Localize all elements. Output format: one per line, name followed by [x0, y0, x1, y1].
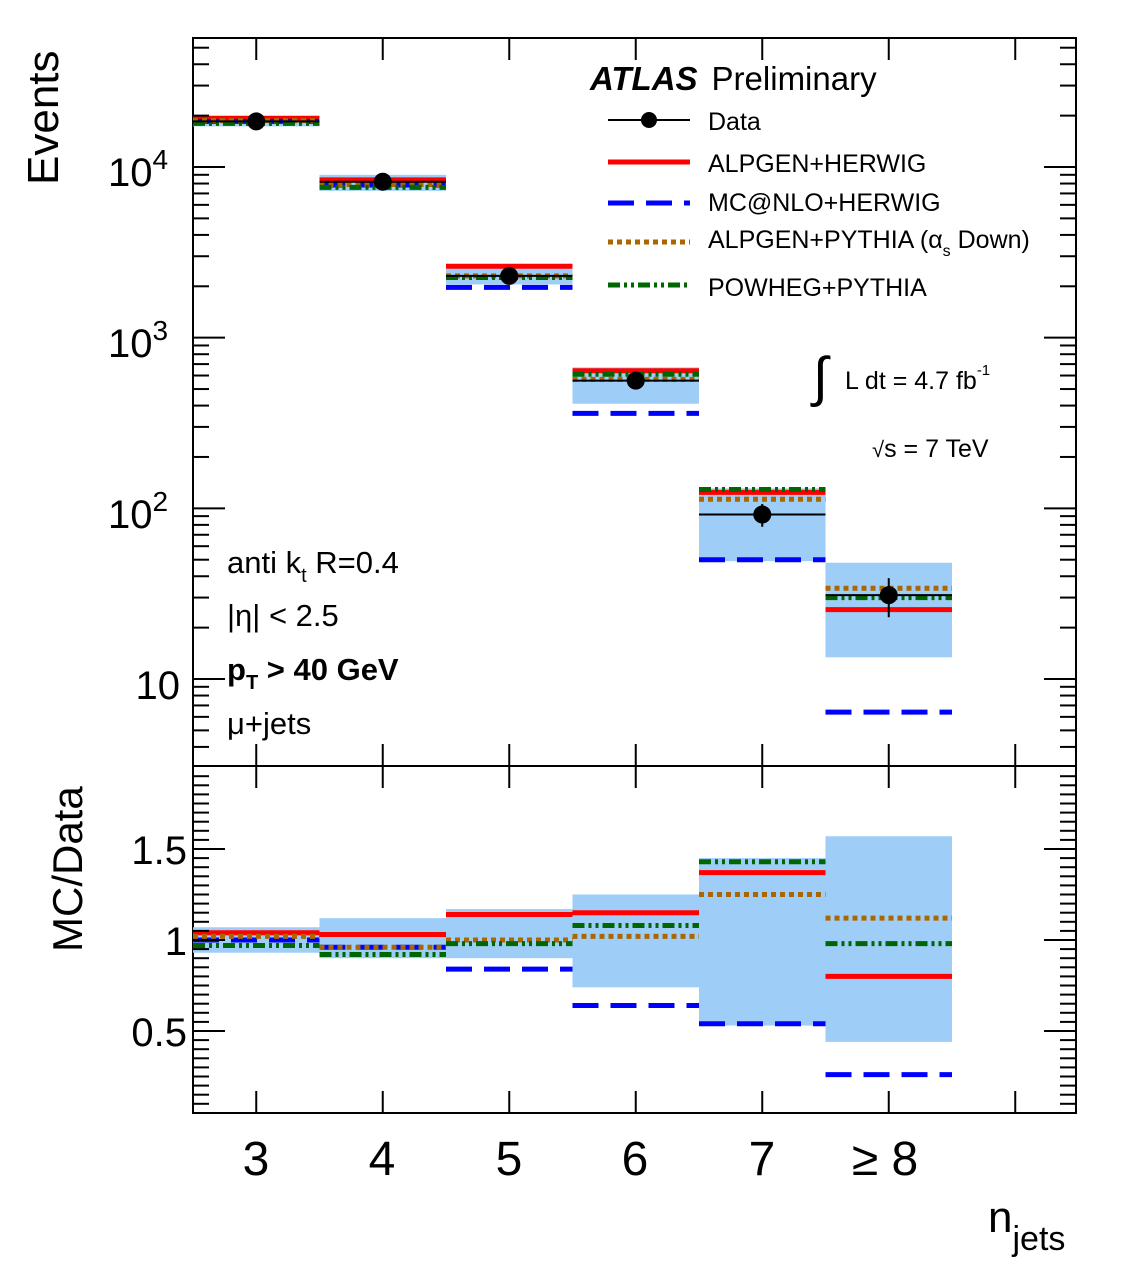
- atlas-label: ATLAS Preliminary: [589, 60, 877, 97]
- bottom-y-tick-labels: 0.5 1 1.5: [131, 829, 187, 1055]
- channel-label: μ+jets: [227, 706, 311, 741]
- ratio-band-bin-5: [825, 836, 952, 1042]
- y-axis-title: Events: [19, 50, 68, 185]
- ratio-tick-label-1.5: 1.5: [131, 829, 187, 873]
- integral-sign: ∫: [810, 347, 831, 407]
- y-tick-label-10: 10: [136, 664, 181, 708]
- ratio-tick-label-0.5: 0.5: [131, 1011, 187, 1055]
- pt-cut-label: pT > 40 GeV: [227, 652, 399, 694]
- x-axis-title: njets: [988, 1193, 1065, 1258]
- data-point-bin-1: [373, 172, 392, 191]
- axis-ticks: [193, 38, 1076, 1113]
- x-tick-label-6: 6: [622, 1133, 649, 1186]
- ratio-tick-label-1: 1: [165, 920, 187, 964]
- data-point-bin-5: [879, 586, 898, 605]
- lumi-text: L dt = 4.7 fb-1: [845, 362, 990, 395]
- jet-algorithm-label: anti kt R=0.4: [227, 545, 399, 587]
- eta-cut-label: |η| < 2.5: [227, 598, 339, 633]
- energy-text: √s = 7 TeV: [872, 435, 989, 463]
- data-point-bin-0: [247, 112, 266, 131]
- x-tick-label-4: 4: [369, 1133, 396, 1186]
- legend-data-label: Data: [708, 108, 761, 136]
- ratio-band-bin-1: [319, 918, 446, 959]
- ratio-band-bin-4: [699, 858, 826, 1026]
- x-tick-label-5: 5: [496, 1133, 523, 1186]
- x-tick-labels: 3 4 5 6 7 ≥ 8: [243, 1133, 919, 1186]
- data-point-bin-4: [753, 505, 772, 524]
- x-tick-label-3: 3: [243, 1133, 270, 1186]
- ratio-uncertainty-bands: [193, 836, 952, 1042]
- selection-annotations: anti kt R=0.4 |η| < 2.5 pT > 40 GeV μ+je…: [227, 545, 399, 741]
- legend-alpgen-pythia-label: ALPGEN+PYTHIA (αs Down): [708, 226, 1030, 260]
- ratio-band-bin-3: [572, 894, 699, 988]
- ratio-band-bin-2: [446, 909, 573, 959]
- legend-data-marker: [641, 112, 657, 128]
- data-point-bin-3: [626, 371, 645, 390]
- y-tick-label-10000: 104: [108, 144, 168, 195]
- luminosity-label: ∫ L dt = 4.7 fb-1 √s = 7 TeV: [810, 347, 990, 463]
- legend: Data ALPGEN+HERWIG MC@NLO+HERWIG ALPGEN+…: [608, 108, 1030, 302]
- y-tick-label-1000: 103: [108, 315, 168, 366]
- legend-mcnlo-herwig-label: MC@NLO+HERWIG: [708, 189, 941, 217]
- ratio-y-axis-title: MC/Data: [44, 786, 91, 952]
- x-tick-label-ge8: ≥ 8: [852, 1133, 918, 1186]
- ratio-mc-series: [193, 859, 952, 1078]
- top-data-points: [193, 112, 952, 618]
- legend-alpgen-herwig-label: ALPGEN+HERWIG: [708, 150, 926, 178]
- legend-powheg-pythia-label: POWHEG+PYTHIA: [708, 274, 927, 302]
- top-y-tick-labels: 10 102 103 104: [108, 144, 180, 708]
- x-tick-label-7: 7: [749, 1133, 776, 1186]
- y-tick-label-100: 102: [108, 486, 168, 537]
- data-point-bin-2: [500, 266, 519, 285]
